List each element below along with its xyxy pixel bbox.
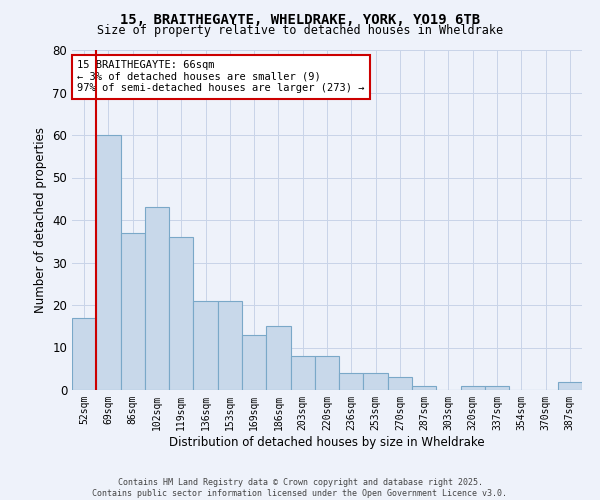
Text: Contains HM Land Registry data © Crown copyright and database right 2025.
Contai: Contains HM Land Registry data © Crown c…: [92, 478, 508, 498]
Bar: [290, 356, 315, 390]
Bar: [145, 207, 169, 390]
Bar: [193, 300, 218, 390]
Bar: [412, 386, 436, 390]
Y-axis label: Number of detached properties: Number of detached properties: [34, 127, 47, 313]
Bar: [242, 335, 266, 390]
Bar: [96, 135, 121, 390]
Text: 15 BRAITHEGAYTE: 66sqm
← 3% of detached houses are smaller (9)
97% of semi-detac: 15 BRAITHEGAYTE: 66sqm ← 3% of detached …: [77, 60, 365, 94]
Bar: [121, 233, 145, 390]
Bar: [388, 378, 412, 390]
Bar: [339, 373, 364, 390]
Bar: [266, 326, 290, 390]
Bar: [169, 237, 193, 390]
Bar: [485, 386, 509, 390]
Bar: [315, 356, 339, 390]
Text: 15, BRAITHEGAYTE, WHELDRAKE, YORK, YO19 6TB: 15, BRAITHEGAYTE, WHELDRAKE, YORK, YO19 …: [120, 12, 480, 26]
X-axis label: Distribution of detached houses by size in Wheldrake: Distribution of detached houses by size …: [169, 436, 485, 448]
Bar: [72, 318, 96, 390]
Bar: [218, 300, 242, 390]
Bar: [558, 382, 582, 390]
Bar: [364, 373, 388, 390]
Bar: [461, 386, 485, 390]
Text: Size of property relative to detached houses in Wheldrake: Size of property relative to detached ho…: [97, 24, 503, 37]
